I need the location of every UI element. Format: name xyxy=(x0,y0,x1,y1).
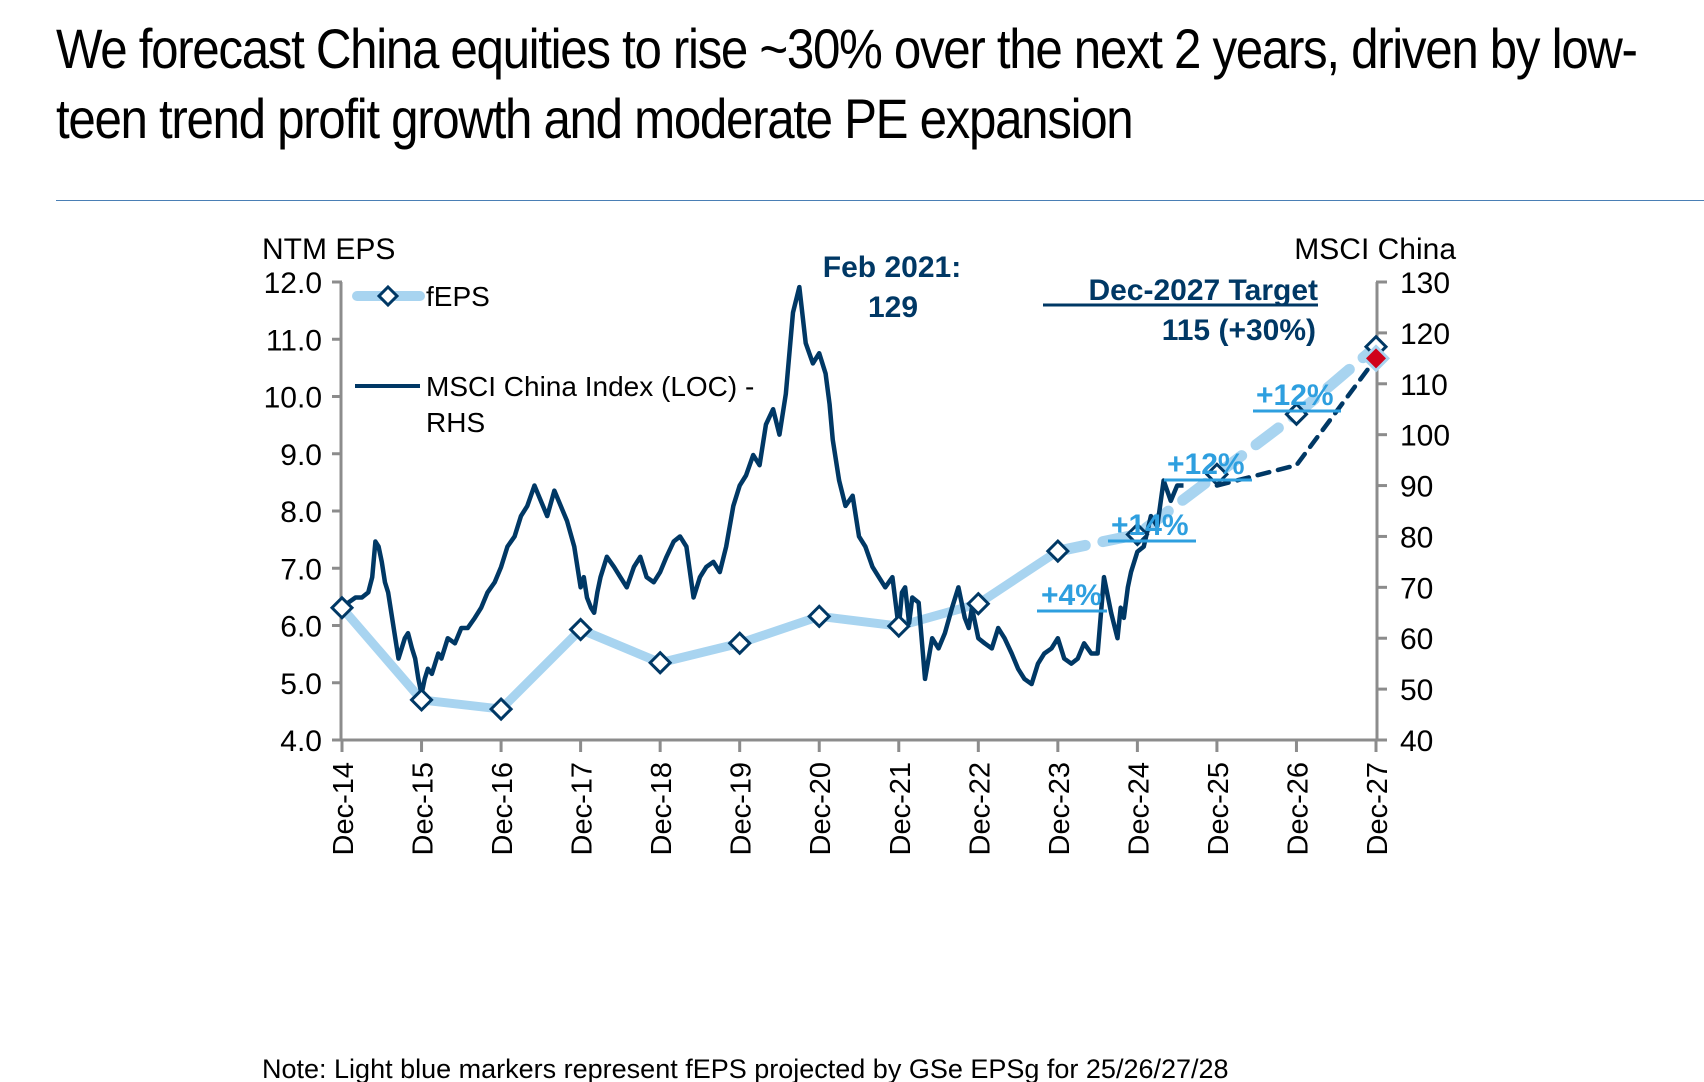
feps-line-actual xyxy=(337,546,1063,714)
right-tick-label: 130 xyxy=(1400,267,1450,300)
legend-msci-label-line2: RHS xyxy=(426,407,485,438)
right-tick-label: 90 xyxy=(1400,471,1433,504)
feps-marker xyxy=(886,613,911,639)
left-tick-label: 6.0 xyxy=(280,611,322,644)
right-tick-label: 120 xyxy=(1400,318,1450,351)
legend-msci-label: MSCI China Index (LOC) - RHS xyxy=(426,371,754,438)
feps-marker xyxy=(807,604,832,629)
left-tick-label: 12.0 xyxy=(264,267,322,300)
x-tick-label: Dec-14 xyxy=(328,762,360,856)
feps-marker xyxy=(1045,538,1070,564)
left-tick-label: 5.0 xyxy=(280,668,322,701)
legend-feps-label: fEPS xyxy=(426,281,490,312)
growth-label-1-text: +4% xyxy=(1041,579,1102,612)
feps-marker xyxy=(488,696,514,722)
growth-label-2: +14% xyxy=(1108,509,1196,543)
right-tick-label: 50 xyxy=(1400,674,1433,707)
right-tick-label: 80 xyxy=(1400,521,1433,554)
left-tick-label: 4.0 xyxy=(280,725,322,758)
msci-series xyxy=(340,284,1379,697)
left-axis-label: NTM EPS xyxy=(262,233,395,266)
growth-label-4-text: +12% xyxy=(1256,379,1334,412)
growth-label-4: +12% xyxy=(1253,379,1341,413)
growth-label-3-text: +12% xyxy=(1167,448,1245,481)
target-marker xyxy=(1366,348,1386,369)
peak-annotation-line2: 129 xyxy=(868,291,918,324)
x-tick-label: Dec-27 xyxy=(1362,762,1394,856)
legend-msci-label-line1: MSCI China Index (LOC) - xyxy=(426,371,754,402)
page-title: We forecast China equities to rise ~30% … xyxy=(56,17,1638,150)
left-tick-label: 10.0 xyxy=(264,382,322,415)
left-tick-label: 8.0 xyxy=(280,496,322,529)
title-divider xyxy=(56,200,1704,201)
growth-label-3: +12% xyxy=(1164,448,1252,482)
x-tick-label: Dec-26 xyxy=(1282,762,1314,856)
right-tick-label: 70 xyxy=(1400,572,1433,605)
right-axis-label: MSCI China xyxy=(1294,233,1456,266)
growth-label-2-text: +14% xyxy=(1111,509,1189,542)
target-annotation-line1: Dec-2027 Target xyxy=(1088,274,1318,307)
x-tick-label: Dec-22 xyxy=(964,762,996,856)
x-tick-label: Dec-20 xyxy=(805,762,837,856)
feps-marker xyxy=(329,595,355,620)
msci-line-actual xyxy=(340,284,1184,697)
legend: fEPS MSCI China Index (LOC) - RHS xyxy=(352,281,754,438)
right-tick-label: 110 xyxy=(1400,369,1448,402)
x-tick-label: Dec-18 xyxy=(646,762,678,856)
x-tick-label: Dec-15 xyxy=(408,762,440,856)
feps-marker xyxy=(409,687,434,713)
feps-marker xyxy=(727,631,752,656)
left-tick-label: 11.0 xyxy=(266,324,322,357)
feps-markers xyxy=(329,334,1390,722)
right-tick-label: 100 xyxy=(1400,420,1450,453)
x-tick-label: Dec-17 xyxy=(567,762,599,856)
left-tick-label: 7.0 xyxy=(280,553,322,586)
growth-label-1: +4% xyxy=(1037,579,1107,613)
x-tick-label: Dec-16 xyxy=(487,762,519,856)
target-annotation-line2: 115 (+30%) xyxy=(1162,314,1316,347)
feps-marker xyxy=(966,591,991,616)
right-tick-label: 40 xyxy=(1400,725,1433,758)
x-tick-label: Dec-19 xyxy=(726,762,758,856)
legend-feps-diamond-icon xyxy=(376,284,400,308)
axes: 4.0 5.0 6.0 7.0 8.0 9.0 10.0 11.0 12.0 40 50 60 70 80… xyxy=(264,267,1450,856)
x-tick-label: Dec-21 xyxy=(885,762,917,856)
x-tick-label: Dec-24 xyxy=(1123,762,1155,856)
left-tick-label: 9.0 xyxy=(280,439,322,472)
feps-marker xyxy=(648,650,673,675)
chart-note: Note: Light blue markers represent fEPS … xyxy=(262,1054,1229,1082)
x-tick-label: Dec-25 xyxy=(1203,762,1235,856)
peak-annotation-line1: Feb 2021: xyxy=(823,251,961,284)
x-tick-label: Dec-23 xyxy=(1044,762,1076,856)
right-tick-label: 60 xyxy=(1400,623,1433,656)
feps-marker xyxy=(568,617,593,642)
feps-marker xyxy=(1125,522,1150,547)
